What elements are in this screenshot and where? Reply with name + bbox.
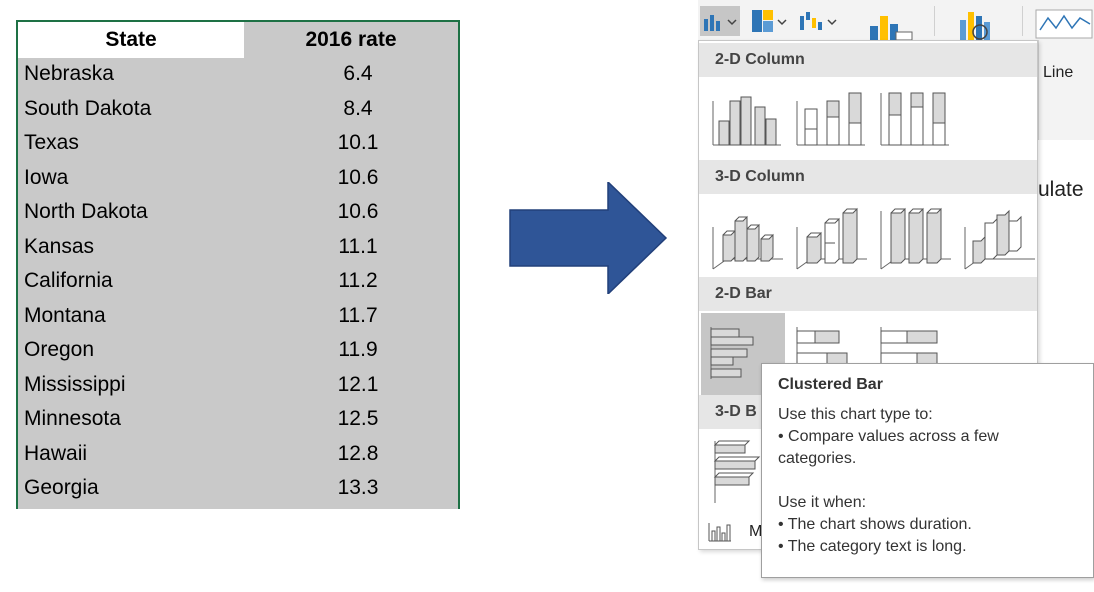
section-header-2d-bar: 2-D Bar	[699, 277, 1037, 311]
tooltip-line: • The category text is long.	[778, 538, 967, 555]
3d-column-thumb[interactable]	[959, 197, 1039, 277]
rate-cell[interactable]: 11.9	[338, 338, 378, 361]
table-row[interactable]: Minnesota 12.5	[18, 403, 458, 438]
spreadsheet-table: State 2016 rate Nebraska 6.4 South Dakota 8…	[16, 20, 460, 509]
rate-cell[interactable]: 10.6	[337, 165, 379, 189]
rate-cell[interactable]: 11.1	[338, 234, 378, 258]
chart-gallery-dropdown: 2-D Column	[698, 40, 1038, 550]
state-cell[interactable]: Texas	[24, 131, 79, 154]
state-cell[interactable]: Hawaii	[24, 441, 88, 465]
right-arrow-icon	[509, 182, 668, 294]
state-cell[interactable]: Iowa	[24, 165, 69, 189]
tooltip-line: • Compare values across a few	[778, 428, 999, 445]
3d-100-stacked-column-thumb[interactable]	[875, 197, 955, 277]
tooltip-line: Use it when:	[778, 494, 867, 511]
hierarchy-chart-icon[interactable]	[748, 6, 790, 36]
3d-clustered-column-thumb[interactable]	[707, 197, 787, 277]
tooltip-spacer	[778, 470, 1077, 492]
table-row[interactable]: Georgia 13.3	[18, 472, 458, 507]
stacked-bar-thumb[interactable]	[791, 313, 871, 393]
rate-cell[interactable]: 11.7	[338, 303, 378, 327]
line-label[interactable]: Line	[1043, 64, 1074, 81]
rate-cell[interactable]: 12.5	[337, 407, 379, 430]
ribbon-separator	[934, 6, 935, 36]
sparkline-line-icon[interactable]	[1034, 6, 1094, 39]
column-header-rate[interactable]: 2016 rate	[305, 28, 397, 51]
table-row[interactable]: Mississippi 12.1	[18, 369, 458, 404]
table-row[interactable]: California 11.2	[18, 265, 458, 300]
pivotchart-icon[interactable]	[866, 6, 916, 40]
more-charts-label[interactable]: M	[749, 523, 763, 540]
3d-clustered-bar-thumb[interactable]	[707, 431, 787, 511]
clustered-column-thumb[interactable]	[707, 79, 787, 159]
table-row[interactable]: Kansas 11.1	[18, 231, 458, 266]
3d-stacked-column-thumb[interactable]	[791, 197, 871, 277]
table-row[interactable]: Nebraska 6.4	[18, 58, 458, 93]
section-header-2d-column: 2-D Column	[699, 43, 1037, 77]
rate-cell[interactable]: 13.3	[337, 476, 379, 499]
state-cell[interactable]: Georgia	[24, 476, 99, 499]
table-row[interactable]: South Dakota 8.4	[18, 93, 458, 128]
state-cell[interactable]: Kansas	[24, 234, 95, 258]
state-cell[interactable]: South Dakota	[24, 96, 152, 120]
column-chart-small-icon	[708, 523, 731, 542]
state-cell[interactable]: North Dakota	[24, 200, 148, 223]
ribbon-charts-group	[698, 0, 1094, 41]
tooltip-title: Clustered Bar	[778, 376, 883, 393]
table-row[interactable]: Iowa 10.6	[18, 162, 458, 197]
section-header-3d-bar: 3-D B	[699, 395, 761, 429]
background-text: ulate	[1038, 178, 1084, 201]
table-row[interactable]: Montana 11.7	[18, 300, 458, 335]
state-cell[interactable]: Minnesota	[24, 407, 121, 430]
stacked-column-thumb[interactable]	[791, 79, 871, 159]
rate-cell[interactable]: 6.4	[343, 62, 373, 85]
rate-cell[interactable]: 12.1	[337, 372, 379, 396]
tooltip-line: Use this chart type to:	[778, 406, 933, 423]
state-cell[interactable]: Mississippi	[24, 372, 126, 396]
section-header-3d-column: 3-D Column	[699, 160, 1037, 194]
state-cell[interactable]: Montana	[24, 303, 106, 327]
rate-cell[interactable]: 8.4	[343, 96, 373, 120]
ribbon-separator	[1022, 6, 1023, 36]
rate-cell[interactable]: 10.6	[337, 200, 379, 223]
table-row[interactable]: North Dakota 10.6	[18, 196, 458, 231]
100-stacked-column-thumb[interactable]	[875, 79, 955, 159]
table-row[interactable]: Oregon 11.9	[18, 334, 458, 369]
column-chart-icon[interactable]	[700, 6, 740, 36]
chart-type-tooltip: Clustered Bar Use this chart type to: • C…	[761, 363, 1094, 578]
table-row[interactable]: Hawaii 12.8	[18, 438, 458, 473]
state-cell[interactable]: Nebraska	[24, 62, 114, 85]
clustered-bar-thumb[interactable]	[701, 313, 785, 395]
waterfall-chart-icon[interactable]	[796, 6, 840, 36]
rate-cell[interactable]: 11.2	[338, 269, 378, 292]
rate-cell[interactable]: 10.1	[337, 131, 379, 154]
ribbon-background	[1038, 40, 1094, 140]
column-header-state[interactable]: State	[18, 22, 244, 58]
tooltip-line: categories.	[778, 450, 857, 467]
more-column-charts[interactable]: M	[699, 511, 1037, 549]
100-stacked-bar-thumb[interactable]	[875, 313, 955, 393]
3d-map-icon[interactable]	[956, 6, 1006, 40]
table-row[interactable]: Texas 10.1	[18, 127, 458, 162]
tooltip-line: • The chart shows duration.	[778, 516, 972, 533]
state-cell[interactable]: California	[24, 269, 113, 292]
state-cell[interactable]: Oregon	[24, 338, 95, 361]
rate-cell[interactable]: 12.8	[337, 441, 379, 465]
